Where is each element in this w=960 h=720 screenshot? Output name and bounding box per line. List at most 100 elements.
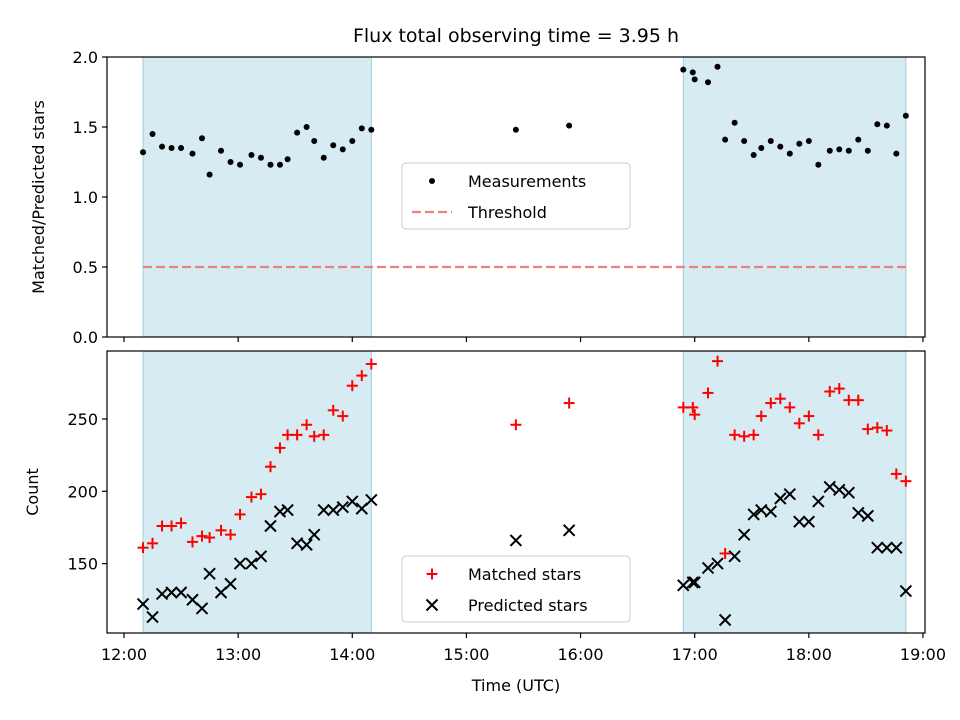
predicted-star-point-51-b (899, 584, 913, 598)
matched-star-point-7 (204, 532, 216, 544)
measurement-point-37 (767, 138, 774, 144)
matched-star-point-41 (803, 410, 815, 422)
predicted-star-point-29-b (688, 576, 701, 589)
measurement-point-39 (786, 150, 793, 157)
matched-star-point-15 (282, 429, 294, 441)
matched-star-point-4 (175, 517, 187, 529)
measurement-point-44 (836, 146, 843, 153)
predicted-star-point-11-b (245, 557, 258, 570)
measurement-point-36 (758, 145, 765, 151)
measurement-point-40 (796, 140, 803, 147)
predicted-star-point-27 (677, 579, 690, 592)
measurement-point-15 (284, 156, 291, 163)
matched-star-point-35 (748, 429, 760, 441)
measurement-point-14 (276, 161, 283, 168)
chart-title: Flux total observing time = 3.95 h (353, 25, 679, 47)
matched-star-point-22 (346, 380, 358, 392)
predicted-star-point-0 (136, 597, 150, 611)
predicted-star-point-0-b (136, 597, 150, 611)
count-x-tick-label-5: 17:00 (672, 645, 718, 664)
predicted-star-point-4-b (174, 586, 188, 599)
predicted-star-point-18-b (308, 528, 321, 541)
matched-star-point-11 (245, 491, 257, 503)
predicted-star-point-51 (899, 584, 913, 598)
predicted-star-point-24 (365, 493, 378, 507)
count-x-tick-label-7: 19:00 (900, 645, 946, 664)
measurement-point-29 (691, 76, 698, 83)
measurement-point-13 (267, 161, 274, 168)
predicted-star-point-21 (336, 500, 349, 514)
ratio-y-tick-label-3: 1.5 (73, 118, 98, 137)
measurement-point-31 (714, 63, 721, 70)
predicted-star-point-48-b (871, 541, 884, 554)
measurement-point-8 (218, 147, 225, 154)
predicted-star-point-27-b (677, 579, 690, 592)
matched-star-point-51 (900, 475, 912, 487)
predicted-star-point-35-b (747, 508, 760, 521)
count-y-tick-label-0: 150 (67, 555, 98, 574)
count-panel-frame (106, 350, 926, 634)
predicted-star-point-20 (327, 503, 340, 517)
ratio-x-ticks (123, 337, 924, 342)
predicted-star-point-22 (346, 495, 359, 508)
matched-star-point-42 (812, 429, 824, 441)
matched-star-point-2 (156, 520, 168, 532)
predicted-star-point-15 (281, 503, 294, 517)
matched-star-point-36 (755, 410, 767, 422)
measurement-point-51 (902, 112, 909, 119)
predicted-star-point-34-b (737, 528, 751, 541)
matched-star-point-47 (862, 423, 874, 435)
predicted-star-point-2-b (155, 587, 169, 601)
matched-star-point-0 (137, 542, 149, 554)
predicted-star-point-47-b (861, 509, 875, 523)
measurement-point-12 (257, 154, 264, 161)
matched-star-point-21 (337, 410, 349, 422)
measurement-point-48 (874, 121, 881, 128)
count-x-tick-label-6: 18:00 (786, 645, 832, 664)
matched-star-point-31 (712, 355, 724, 367)
count-legend: Matched stars Predicted stars (401, 555, 631, 623)
predicted-star-point-21-b (336, 500, 349, 514)
ratio-legend-box (401, 162, 631, 230)
matched-star-point-39 (784, 401, 796, 413)
count-y-ticks: 150 200 250 (67, 410, 107, 574)
matched-star-point-29 (689, 409, 701, 421)
predicted-star-point-47 (861, 509, 875, 523)
predicted-star-point-44-b (833, 483, 846, 497)
predicted-star-point-7-b (203, 567, 216, 580)
count-legend-label-1: Predicted stars (468, 596, 588, 615)
matched-star-point-30 (702, 387, 714, 399)
count-panel: 150 200 250 12:00 13:00 14:00 15:00 16:00 17:00… (23, 350, 946, 695)
measurement-point-20 (330, 142, 337, 149)
matched-star-point-17 (301, 419, 313, 431)
predicted-star-point-44 (833, 483, 846, 497)
predicted-star-point-38-b (774, 492, 787, 505)
predicted-star-point-18 (308, 528, 321, 541)
predicted-star-point-49-b (880, 541, 894, 554)
ratio-legend-marker-0 (429, 178, 435, 184)
matched-star-point-28 (687, 401, 699, 413)
measurement-point-30 (705, 79, 712, 86)
predicted-star-point-1 (146, 610, 159, 624)
ratio-y-tick-label-2: 1.0 (73, 188, 98, 207)
matched-star-point-5 (186, 536, 198, 548)
measurement-point-33 (731, 119, 738, 126)
measurement-point-22 (349, 138, 356, 144)
predicted-star-point-50-b (890, 541, 903, 554)
predicted-star-point-25 (509, 534, 523, 547)
predicted-star-point-19-b (317, 503, 330, 517)
predicted-star-point-37-b (764, 505, 777, 518)
matched-star-point-6 (196, 530, 208, 542)
predicted-star-point-26-b (562, 524, 576, 537)
count-legend-marker-0 (426, 568, 438, 580)
count-legend-label-0: Matched stars (468, 565, 581, 584)
matched-star-point-3 (166, 520, 178, 532)
predicted-star-point-13 (264, 519, 277, 533)
predicted-star-point-32 (718, 613, 732, 627)
matched-star-point-8 (215, 524, 227, 536)
matched-star-point-40 (793, 417, 805, 429)
matched-star-point-50 (890, 468, 902, 480)
ratio-y-ticks: 0.0 0.5 1.0 1.5 2.0 (73, 48, 107, 347)
measurement-point-9 (227, 159, 234, 165)
count-x-tick-label-1: 13:00 (215, 645, 261, 664)
